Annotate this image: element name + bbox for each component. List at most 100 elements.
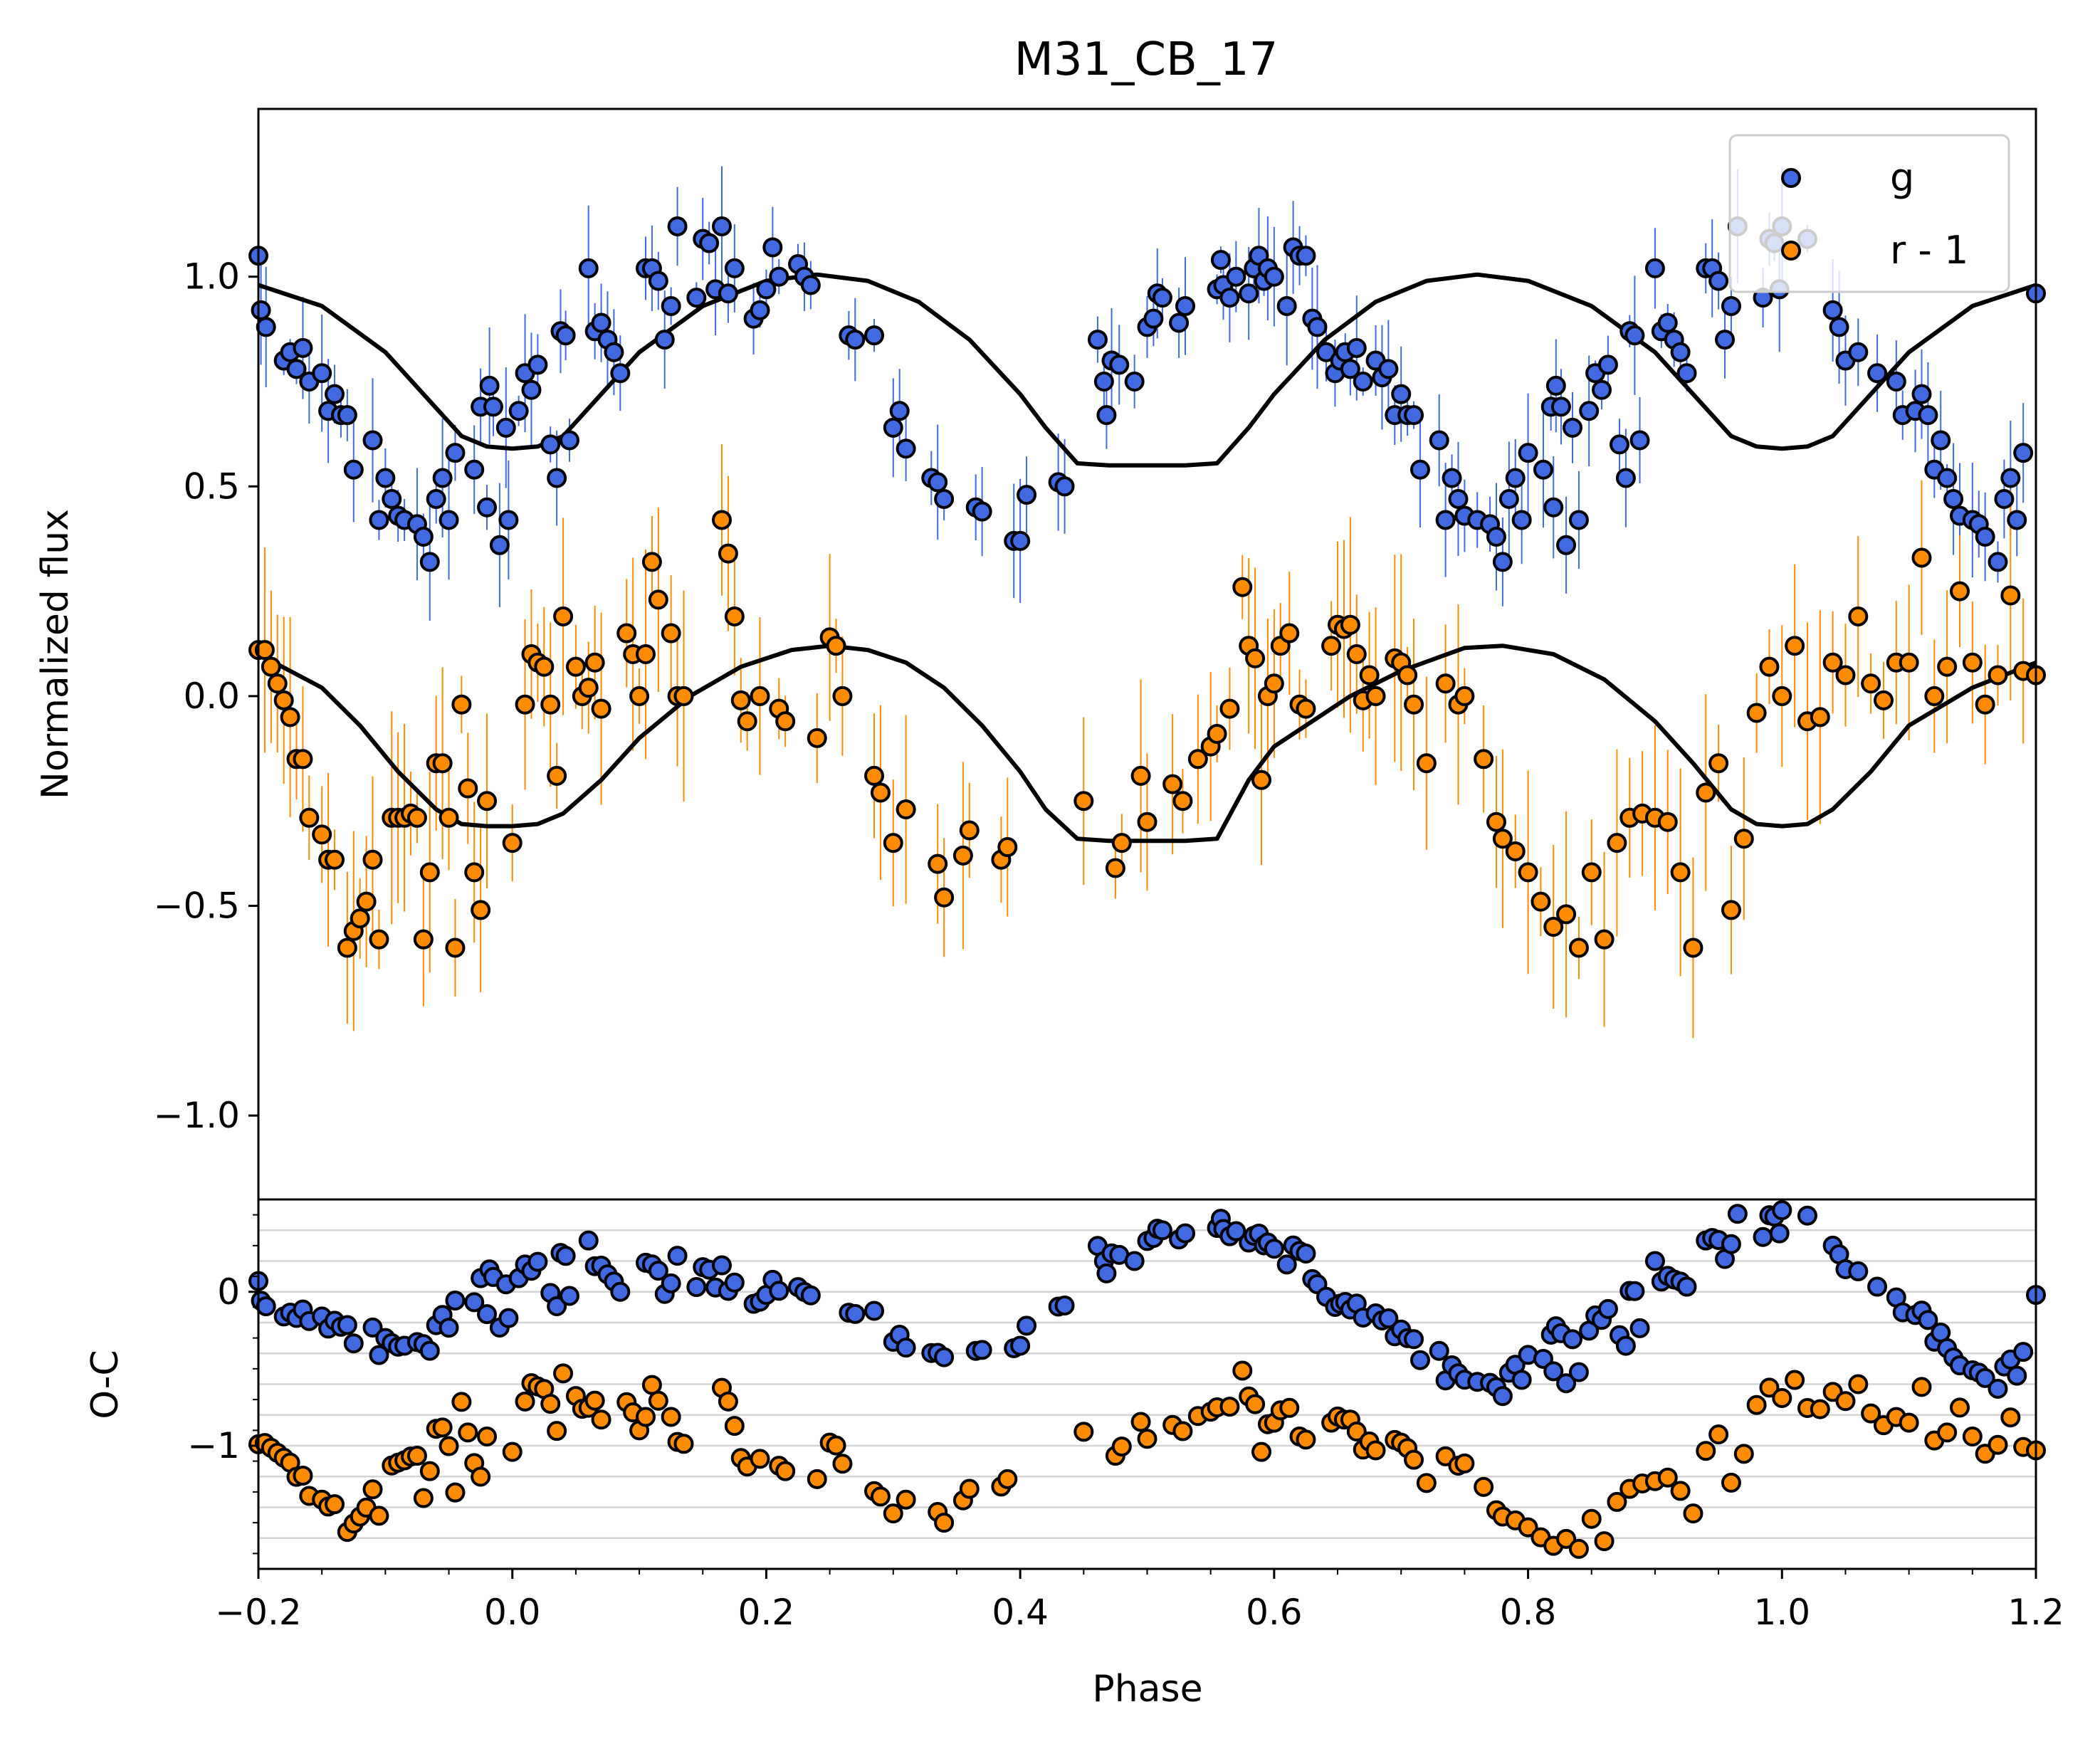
residual-point-r <box>471 1466 491 1487</box>
residual-point-r <box>419 1461 440 1481</box>
residual-point-r <box>832 1454 853 1474</box>
residual-point-g <box>934 1347 955 1367</box>
residual-point-g <box>686 1277 707 1298</box>
data-point-g <box>724 258 745 278</box>
data-point-g <box>648 270 668 291</box>
data-point-g <box>1429 430 1449 451</box>
data-point-g <box>1715 330 1736 350</box>
residual-point-g <box>800 1285 821 1306</box>
residual-point-r <box>325 1494 345 1515</box>
data-point-r <box>928 853 948 874</box>
residual-point-r <box>547 1421 567 1441</box>
residual-point-r <box>883 1503 903 1524</box>
residual-point-r <box>648 1390 668 1411</box>
data-point-r <box>883 833 903 853</box>
data-point-r <box>356 891 377 912</box>
data-point-g <box>1152 288 1172 308</box>
residual-point-g <box>845 1303 866 1324</box>
residual-point-r <box>1785 1370 1805 1390</box>
residual-point-r <box>502 1441 523 1462</box>
data-point-r <box>502 833 523 853</box>
residual-point-r <box>1296 1429 1316 1450</box>
residual-point-r <box>1245 1394 1266 1414</box>
residual-point-g <box>648 1261 668 1281</box>
data-point-g <box>477 497 498 518</box>
data-point-r <box>369 929 389 950</box>
data-point-r <box>1187 749 1208 769</box>
data-point-r <box>1962 652 1983 673</box>
residual-point-r <box>1949 1397 1970 1418</box>
data-point-g <box>750 300 770 320</box>
data-point-g <box>1109 354 1130 375</box>
data-point-r <box>350 908 370 929</box>
data-point-r <box>1543 917 1564 937</box>
residual-point-g <box>667 1246 688 1266</box>
data-point-r <box>432 753 453 774</box>
data-point-r <box>1435 673 1456 694</box>
residual-point-r <box>1454 1453 1475 1474</box>
data-point-r <box>1130 765 1151 786</box>
data-point-g <box>1017 485 1037 505</box>
data-point-g <box>1505 468 1526 488</box>
residual-point-r <box>934 1513 955 1533</box>
x-tick-label: 0.0 <box>484 1592 541 1633</box>
data-point-g <box>1867 363 1888 384</box>
residual-point-r <box>1911 1377 1932 1397</box>
residual-point-r <box>451 1392 472 1412</box>
bottom-panel: 0 −1 O-C <box>84 1198 2046 1570</box>
data-point-r <box>1137 811 1157 832</box>
residual-point-r <box>1696 1441 1716 1461</box>
data-point-r <box>1568 937 1589 958</box>
data-point-r <box>1232 577 1253 597</box>
data-point-g <box>661 295 681 316</box>
residual-point-r <box>1861 1403 1881 1424</box>
residual-point-r <box>477 1427 498 1447</box>
data-point-r <box>1340 614 1360 635</box>
residual-point-r <box>673 1434 694 1454</box>
residual-point-g <box>445 1291 466 1311</box>
data-point-g <box>578 258 599 278</box>
data-point-g <box>343 459 364 480</box>
data-point-r <box>1746 703 1767 723</box>
data-point-g <box>293 337 313 358</box>
data-point-r <box>1219 698 1240 719</box>
residual-point-g <box>1867 1276 1888 1297</box>
data-point-r <box>635 644 656 664</box>
residual-point-g <box>1615 1335 1636 1356</box>
data-point-r <box>1683 937 1703 958</box>
residual-point-r <box>1835 1391 1856 1412</box>
data-point-g <box>325 384 345 404</box>
data-point-g <box>654 330 675 350</box>
residual-point-r <box>458 1422 478 1443</box>
data-point-g <box>1937 468 1958 488</box>
data-point-r <box>464 862 485 883</box>
top-y-tick-label: −1.0 <box>154 1095 240 1136</box>
data-point-r <box>1105 858 1125 878</box>
residual-point-r <box>1172 1421 1193 1441</box>
residual-point-r <box>515 1391 535 1412</box>
residual-point-g <box>1797 1205 1817 1226</box>
residual-point-r <box>1416 1473 1437 1493</box>
residual-point-g <box>1429 1340 1449 1361</box>
residual-point-r <box>724 1416 745 1436</box>
data-point-g <box>419 552 440 572</box>
data-point-g <box>718 283 738 304</box>
residual-point-r <box>661 1407 681 1427</box>
data-point-r <box>406 807 427 828</box>
residual-point-r <box>997 1469 1018 1489</box>
data-point-g <box>1579 401 1600 421</box>
data-point-r <box>477 791 498 811</box>
residual-point-g <box>1975 1367 1995 1388</box>
residual-point-r <box>1937 1422 1958 1443</box>
residual-point-g <box>477 1304 498 1325</box>
residual-point-g <box>1296 1243 1316 1264</box>
residual-point-r <box>1708 1424 1729 1445</box>
data-point-g <box>1511 510 1532 530</box>
residual-point-g <box>559 1286 579 1306</box>
data-point-g <box>610 363 631 384</box>
data-point-r <box>1696 782 1716 803</box>
residual-point-g <box>256 1296 276 1317</box>
data-point-r <box>1835 665 1856 685</box>
residual-point-r <box>870 1486 891 1507</box>
residual-point-r <box>362 1479 383 1500</box>
